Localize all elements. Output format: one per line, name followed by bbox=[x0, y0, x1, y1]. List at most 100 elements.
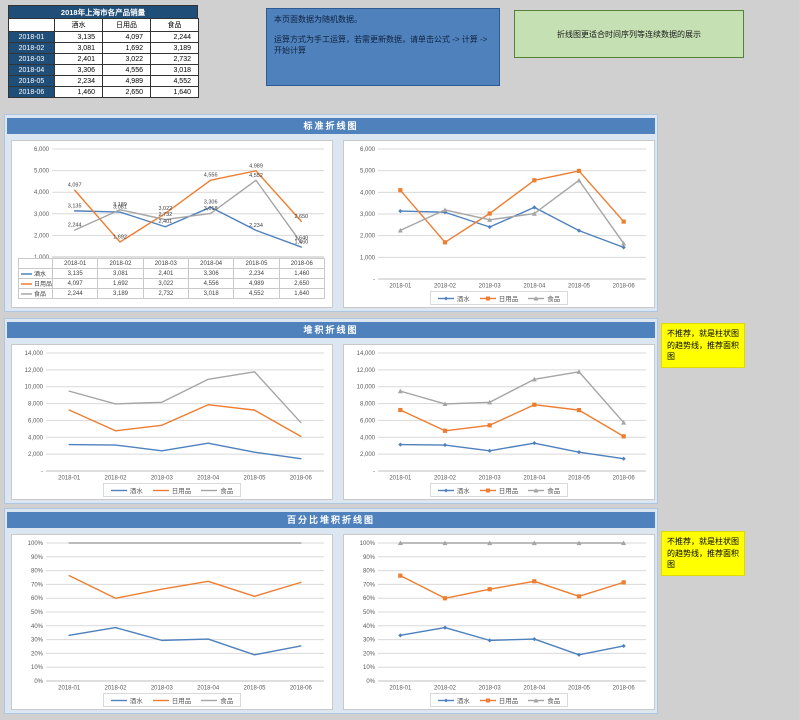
table-row-header[interactable]: 2018-01 bbox=[8, 31, 55, 43]
table-cell[interactable]: 3,135 bbox=[54, 31, 103, 43]
svg-text:2018-01: 2018-01 bbox=[58, 686, 81, 692]
info-note-green: 折线图更适合时间序列等连续数据的展示 bbox=[514, 10, 744, 58]
table-cell[interactable]: 1,460 bbox=[54, 86, 103, 98]
svg-text:0%: 0% bbox=[366, 679, 375, 685]
legend-item[interactable]: 酒水 bbox=[437, 293, 470, 303]
table-cell[interactable]: 1,640 bbox=[150, 86, 199, 98]
legend-item[interactable]: 日用品 bbox=[152, 485, 191, 495]
table-row-header[interactable]: 2018-03 bbox=[8, 53, 55, 65]
table-cell[interactable]: 3,081 bbox=[54, 42, 103, 54]
legend-item[interactable]: 食品 bbox=[528, 695, 560, 705]
table-cell[interactable]: 2,650 bbox=[102, 86, 151, 98]
svg-text:2018-03: 2018-03 bbox=[479, 686, 502, 692]
chart-table-value: 2,650 bbox=[278, 278, 325, 289]
legend-item[interactable]: 食品 bbox=[528, 293, 560, 303]
svg-text:2018-06: 2018-06 bbox=[290, 686, 313, 692]
svg-text:100%: 100% bbox=[360, 541, 376, 547]
table-cell[interactable]: 3,018 bbox=[150, 64, 199, 76]
table-cell[interactable]: 3,189 bbox=[150, 42, 199, 54]
legend-item[interactable]: 食品 bbox=[201, 695, 233, 705]
info-note-green-text: 折线图更适合时间序列等连续数据的展示 bbox=[557, 29, 701, 39]
legend-item[interactable]: 日用品 bbox=[479, 485, 518, 495]
chart-table-value: 3,018 bbox=[187, 288, 235, 299]
table-row-header[interactable]: 2018-02 bbox=[8, 42, 55, 54]
legend-item[interactable]: 酒水 bbox=[437, 695, 470, 705]
chart-table-month: 2018-06 bbox=[278, 258, 325, 269]
svg-text:10%: 10% bbox=[31, 665, 44, 671]
svg-text:5,000: 5,000 bbox=[34, 169, 50, 175]
table-row: 2018-01 3,135 4,097 2,244 bbox=[8, 31, 199, 43]
svg-text:2018-02: 2018-02 bbox=[434, 476, 457, 482]
chart-standard-line-labeled[interactable]: 1,0002,0003,0004,0005,0006,0003,1353,081… bbox=[11, 140, 333, 308]
table-row-header[interactable]: 2018-04 bbox=[8, 64, 55, 76]
table-row-header[interactable]: 2018-05 bbox=[8, 75, 55, 87]
table-cell[interactable]: 4,552 bbox=[150, 75, 199, 87]
table-cell[interactable]: 2,401 bbox=[54, 53, 103, 65]
legend-item-label: 食品 bbox=[547, 698, 561, 705]
line-chart-svg: - 1,000 2,000 3,000 4,000 5,000 6,000 2018-01 20… bbox=[360, 147, 646, 290]
section-percent-stacked-line-title: 百分比堆积折线图 bbox=[7, 512, 655, 528]
table-cell[interactable]: 3,306 bbox=[54, 64, 103, 76]
legend-item[interactable]: 酒水 bbox=[110, 485, 143, 495]
svg-text:6,000: 6,000 bbox=[34, 147, 50, 153]
svg-text:90%: 90% bbox=[31, 555, 44, 561]
legend-item[interactable]: 酒水 bbox=[437, 485, 470, 495]
chart-table-value: 2,244 bbox=[51, 288, 99, 299]
line-chart-svg: - 2,000 4,000 6,000 8,000 10,000 12,000 14,000 2… bbox=[25, 351, 324, 482]
table-cell[interactable]: 3,022 bbox=[102, 53, 151, 65]
table-row-header[interactable]: 2018-06 bbox=[8, 86, 55, 98]
svg-text:2018-03: 2018-03 bbox=[479, 476, 502, 482]
chart-table-month: 2018-04 bbox=[187, 258, 235, 269]
legend-line-icon bbox=[528, 295, 545, 300]
line-chart-svg: 1,0002,0003,0004,0005,0006,0003,1353,081… bbox=[34, 147, 324, 261]
table-col-header[interactable]: 酒水 bbox=[54, 18, 103, 32]
legend-line-icon bbox=[152, 489, 169, 491]
line-chart-svg: 0% 10% 20% 30% 40% 50% 60% 70% 80% 90% 100% 2018-01… bbox=[360, 540, 646, 692]
svg-text:8,000: 8,000 bbox=[28, 402, 44, 408]
svg-text:3,000: 3,000 bbox=[360, 212, 376, 218]
chart-percent-stacked-line-markers[interactable]: 0% 10% 20% 30% 40% 50% 60% 70% 80% 90% 100% 2018-01… bbox=[343, 534, 655, 710]
svg-text:6,000: 6,000 bbox=[360, 147, 376, 153]
svg-text:90%: 90% bbox=[363, 555, 376, 561]
svg-text:10,000: 10,000 bbox=[25, 385, 44, 391]
table-cell[interactable]: 4,556 bbox=[102, 64, 151, 76]
chart-stacked-line-markers[interactable]: - 2,000 4,000 6,000 8,000 10,000 12,000 14,000 2… bbox=[343, 344, 655, 500]
legend-line-icon bbox=[528, 487, 545, 492]
legend-item[interactable]: 日用品 bbox=[152, 695, 192, 705]
table-cell[interactable]: 4,097 bbox=[102, 31, 151, 43]
legend-item-label: 酒水 bbox=[456, 698, 470, 705]
chart-table-value: 3,081 bbox=[97, 268, 144, 279]
svg-text:20%: 20% bbox=[31, 651, 44, 657]
svg-text:60%: 60% bbox=[363, 596, 376, 602]
table-cell[interactable]: 4,989 bbox=[102, 75, 151, 87]
chart-table-value: 1,460 bbox=[278, 268, 325, 279]
svg-text:-: - bbox=[373, 277, 375, 283]
table-corner-cell[interactable] bbox=[8, 18, 55, 32]
svg-text:1,640: 1,640 bbox=[294, 236, 308, 242]
table-cell[interactable]: 1,692 bbox=[102, 42, 151, 54]
chart-standard-line-markers[interactable]: - 1,000 2,000 3,000 4,000 5,000 6,000 2018-01 20… bbox=[343, 140, 655, 308]
legend-item[interactable]: 酒水 bbox=[110, 695, 143, 705]
table-cell[interactable]: 2,244 bbox=[150, 31, 199, 43]
svg-text:4,552: 4,552 bbox=[249, 173, 263, 179]
chart-legend: 酒水 日用品 食品 bbox=[344, 291, 654, 305]
chart-percent-stacked-line[interactable]: 0% 10% 20% 30% 40% 50% 60% 70% 80% 90% 100% 2018-01… bbox=[11, 534, 333, 710]
legend-line-icon bbox=[201, 489, 218, 491]
table-cell[interactable]: 2,234 bbox=[54, 75, 103, 87]
legend-item[interactable]: 食品 bbox=[201, 485, 233, 495]
legend-item[interactable]: 日用品 bbox=[479, 695, 518, 705]
table-cell[interactable]: 2,732 bbox=[150, 53, 199, 65]
table-col-header[interactable]: 日用品 bbox=[102, 18, 151, 32]
svg-text:2,234: 2,234 bbox=[249, 223, 263, 229]
svg-text:12,000: 12,000 bbox=[25, 368, 44, 374]
legend-item[interactable]: 食品 bbox=[528, 485, 560, 495]
legend-item-label: 酒水 bbox=[456, 488, 470, 495]
svg-text:2018-06: 2018-06 bbox=[613, 284, 636, 290]
table-header-row: 酒水 日用品 食品 bbox=[8, 18, 199, 32]
chart-legend-box: 酒水 日用品 食品 bbox=[429, 483, 569, 497]
table-row: 2018-02 3,081 1,692 3,189 bbox=[8, 42, 199, 54]
chart-stacked-line[interactable]: - 2,000 4,000 6,000 8,000 10,000 12,000 14,000 2… bbox=[11, 344, 333, 500]
legend-item-label: 日用品 bbox=[171, 698, 192, 705]
legend-item[interactable]: 日用品 bbox=[479, 293, 518, 303]
table-col-header[interactable]: 食品 bbox=[150, 18, 199, 32]
